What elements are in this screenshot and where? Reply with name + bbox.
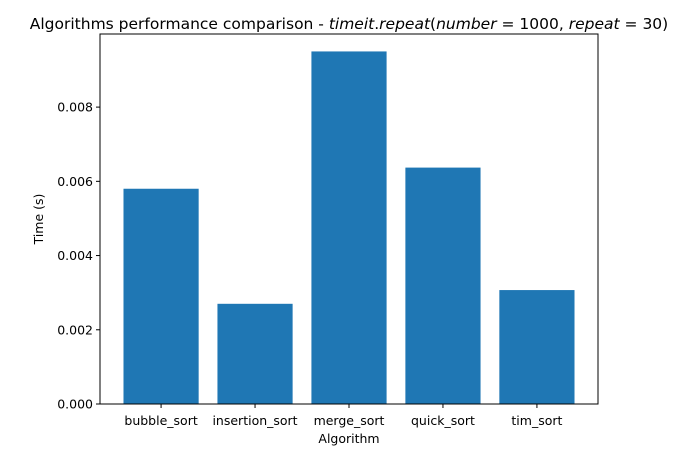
chart-title: Algorithms performance comparison - time… xyxy=(30,15,668,33)
chart-title-math-part: number xyxy=(436,15,498,33)
bar-bubble-sort xyxy=(123,188,199,404)
chart-title-math-part: ( xyxy=(430,15,436,33)
y-tick-label: 0.002 xyxy=(57,322,93,337)
chart-title-math-part: timeit xyxy=(329,15,375,33)
chart-title-prefix: Algorithms performance comparison - xyxy=(30,15,329,33)
x-tick-label: tim_sort xyxy=(511,413,562,428)
chart-title-math-part: repeat xyxy=(379,15,431,33)
bar-insertion-sort xyxy=(217,303,293,404)
x-axis: bubble_sort insertion_sort merge_sort quick… xyxy=(124,404,563,428)
plot-frame xyxy=(99,33,599,405)
y-tick-label: 0.006 xyxy=(57,174,93,189)
y-tick-label: 0.008 xyxy=(57,100,93,115)
y-tick-label: 0.004 xyxy=(57,248,93,263)
x-tick-label: bubble_sort xyxy=(124,413,197,428)
y-axis-label: Time (s) xyxy=(31,194,46,246)
bar-tim-sort xyxy=(499,290,575,404)
x-tick-label: quick_sort xyxy=(411,413,475,428)
bar-quick-sort xyxy=(405,167,481,404)
y-axis: 0.000 0.002 0.004 0.006 0.008 xyxy=(57,100,100,412)
x-tick-label: insertion_sort xyxy=(212,413,297,428)
x-axis-label: Algorithm xyxy=(318,431,379,446)
bars-group xyxy=(123,51,575,404)
x-tick-label: merge_sort xyxy=(314,413,385,428)
chart-title-math-part: . xyxy=(374,15,379,33)
y-tick-label: 0.000 xyxy=(57,397,93,412)
chart-title-math-part: = 1000, xyxy=(497,15,569,33)
chart-title-math-part: = 30) xyxy=(620,15,669,33)
bar-merge-sort xyxy=(311,51,387,404)
chart-title-math-part: repeat xyxy=(569,15,621,33)
